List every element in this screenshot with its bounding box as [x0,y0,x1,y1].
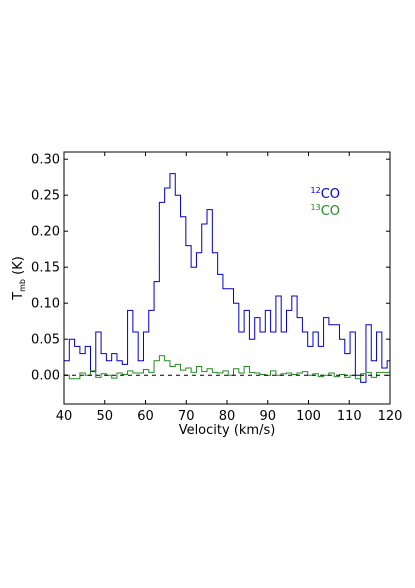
x-tick-label: 120 [378,409,403,424]
legend-entry-13CO: 13CO [311,203,341,219]
series-line-13CO [64,355,390,380]
legend-molecule-name: CO [321,204,340,219]
y-tick-label: 0.30 [31,153,60,168]
legend-isotope-superscript: 13 [311,203,321,212]
x-tick-label: 90 [259,409,276,424]
x-tick-label: 40 [56,409,73,424]
legend-entry-12CO: 12CO [311,186,341,202]
x-tick-label: 50 [96,409,113,424]
x-tick-label: 60 [137,409,154,424]
series-layer [64,173,390,383]
x-tick-label: 80 [219,409,236,424]
y-axis-title-subscript: mb [18,279,27,292]
y-tick-label: 0.05 [31,333,60,348]
x-axis-title: Velocity (km/s) [179,423,276,438]
y-tick-label: 0.20 [31,225,60,240]
legend-molecule-name: CO [321,187,340,202]
y-tick-label: 0.25 [31,189,60,204]
ticks-layer [63,152,391,404]
x-tick-label: 110 [337,409,362,424]
tick-labels-layer: 40 50 60 70 80 90 100 110 120 0.00 0.05 0.10 0.15 0.2… [31,153,402,424]
x-tick-label: 70 [178,409,195,424]
legend-isotope-superscript: 12 [311,186,321,195]
y-axis-title-symbol: T [11,292,26,301]
y-tick-label: 0.10 [31,297,60,312]
x-tick-label: 100 [296,409,321,424]
y-tick-label: 0.00 [31,369,60,384]
y-tick-label: 0.15 [31,261,60,276]
y-axis-title: Tmb (K) [11,256,27,301]
series-line-12CO [64,173,390,383]
plot-frame [63,151,391,405]
y-axis-title-unit: (K) [11,256,26,279]
